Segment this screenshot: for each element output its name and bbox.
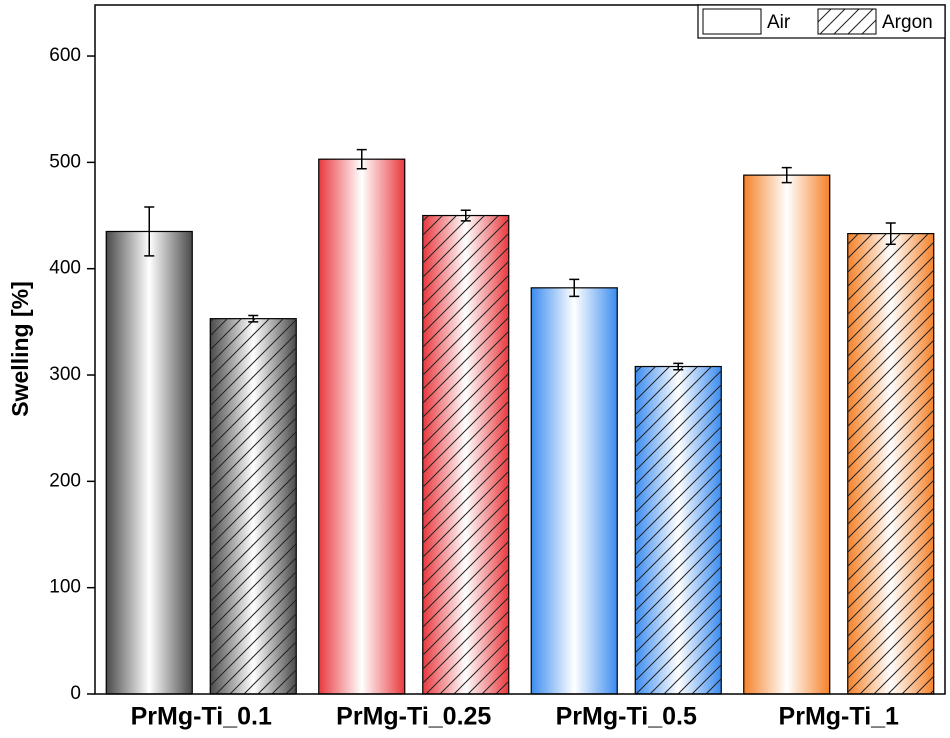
y-axis-label: Swelling [%]	[7, 281, 33, 416]
legend-swatch	[702, 8, 762, 35]
y-tick-label: 300	[49, 364, 81, 385]
x-tick-label: PrMg-Ti_0.1	[131, 703, 272, 731]
error-bar	[248, 314, 259, 323]
bar-hatch	[210, 318, 297, 694]
error-bar	[460, 209, 471, 222]
error-bar	[144, 206, 155, 257]
y-tick-label: 500	[49, 151, 81, 172]
error-bar	[569, 278, 580, 298]
legend-swatch	[817, 8, 877, 35]
x-tick-label: PrMg-Ti_0.25	[336, 703, 491, 731]
bar	[318, 158, 406, 695]
x-tick-label: PrMg-Ti_0.5	[556, 703, 697, 731]
x-tick-label: PrMg-Ti_1	[779, 703, 899, 731]
bar-hatch	[847, 233, 934, 694]
y-tick-label: 0	[70, 683, 81, 704]
error-bar	[356, 148, 367, 170]
legend-label: Argon	[882, 12, 933, 33]
y-tick-label: 100	[49, 577, 81, 598]
y-tick-label: 600	[49, 45, 81, 66]
error-bar	[885, 222, 896, 245]
legend-label: Air	[767, 12, 791, 33]
error-bar	[781, 166, 792, 184]
bar	[105, 230, 193, 695]
y-tick-label: 400	[49, 258, 81, 279]
error-bar	[673, 362, 684, 371]
bar-hatch	[635, 366, 722, 694]
y-tick-label: 200	[49, 470, 81, 491]
bar-hatch	[422, 215, 509, 694]
legend: Air Argon	[697, 4, 946, 39]
plot-frame	[94, 4, 946, 695]
bar	[530, 287, 618, 695]
bar	[743, 174, 831, 695]
